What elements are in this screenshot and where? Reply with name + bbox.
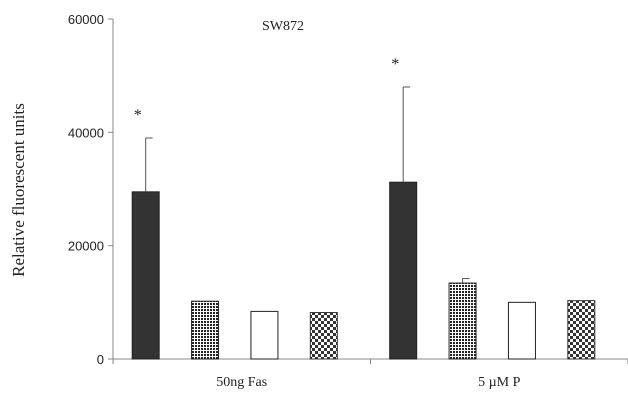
bar: [567, 300, 596, 360]
bar: [191, 300, 220, 360]
x-category-label: 50ng Fas: [216, 375, 267, 390]
y-tick-label: 0: [97, 352, 104, 367]
bar: [507, 301, 536, 360]
bar: [309, 312, 338, 360]
bar: [389, 181, 418, 360]
y-axis-label: Relative fluorescent units: [9, 103, 28, 277]
significance-marker: *: [134, 107, 142, 124]
significance-marker: *: [391, 56, 399, 73]
y-tick-label: 60000: [68, 12, 104, 27]
bar: [448, 282, 477, 360]
bar: [250, 310, 279, 360]
y-tick-label: 20000: [68, 239, 104, 254]
bar: [131, 191, 160, 360]
chart-title: SW872: [262, 19, 304, 34]
axes: [108, 18, 628, 364]
labels: 0 20000 40000 60000 50ng Fas 5 µM P * *: [68, 12, 521, 390]
y-tick-label: 40000: [68, 125, 104, 140]
x-category-label: 5 µM P: [478, 375, 521, 390]
bars: [131, 86, 596, 360]
